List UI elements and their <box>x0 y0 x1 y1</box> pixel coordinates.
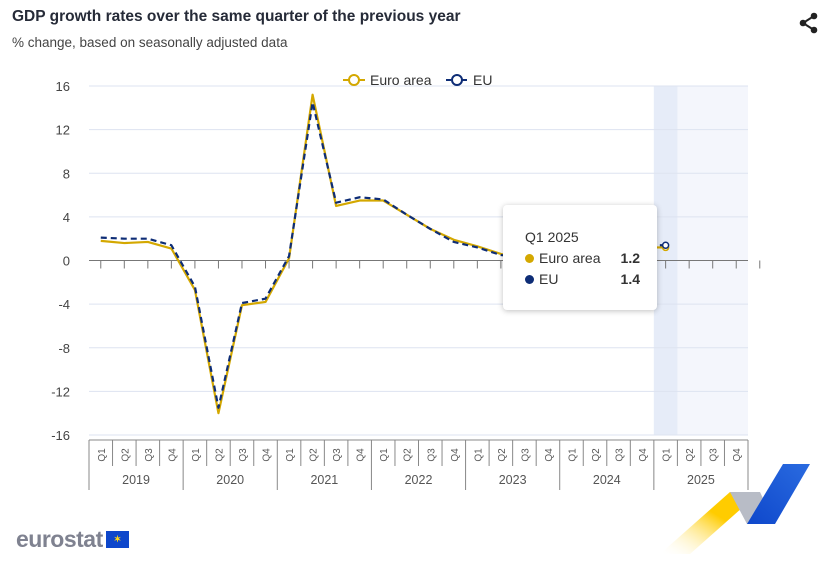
x-tick-quarter: Q4 <box>167 448 178 462</box>
x-tick-quarter: Q3 <box>615 448 626 462</box>
x-tick-quarter: Q3 <box>426 448 437 462</box>
tooltip-row-euro-area: Euro area 1.2 <box>525 250 640 266</box>
x-tick-quarter: Q4 <box>450 448 461 462</box>
x-tick-quarter: Q1 <box>191 448 202 462</box>
eu-dot-icon <box>525 274 534 284</box>
x-tick-quarter: Q2 <box>309 448 320 462</box>
x-tick-year: 2019 <box>122 473 150 487</box>
tooltip-label: EU <box>539 271 559 287</box>
chart-subtitle: % change, based on seasonally adjusted d… <box>12 35 288 50</box>
x-tick-quarter: Q2 <box>685 448 696 462</box>
tooltip: Q1 2025 Euro area 1.2 EU 1.4 <box>503 205 657 310</box>
y-tick-label: -12 <box>51 384 70 399</box>
x-tick-quarter: Q1 <box>662 448 673 462</box>
y-tick-label: 8 <box>63 166 70 181</box>
y-tick-label: 0 <box>63 254 70 269</box>
data-point-marker <box>661 241 670 249</box>
legend-label: EU <box>473 72 492 88</box>
y-tick-label: 16 <box>56 79 70 94</box>
decorative-ribbon-icon <box>660 464 810 554</box>
x-tick-quarter: Q3 <box>332 448 343 462</box>
x-tick-quarter: Q2 <box>591 448 602 462</box>
tooltip-label: Euro area <box>539 250 601 266</box>
x-tick-quarter: Q4 <box>356 448 367 462</box>
x-tick-quarter: Q1 <box>97 448 108 462</box>
legend-marker-icon <box>451 74 463 86</box>
x-tick-quarter: Q4 <box>262 448 273 462</box>
tooltip-row-eu: EU 1.4 <box>525 271 640 287</box>
x-tick-quarter: Q1 <box>567 448 578 462</box>
y-tick-label: 4 <box>63 210 70 225</box>
tooltip-value: 1.2 <box>620 250 640 266</box>
x-tick-quarter: Q4 <box>732 448 743 462</box>
share-icon[interactable] <box>798 12 820 39</box>
x-tick-quarter: Q2 <box>403 448 414 462</box>
x-tick-year: 2022 <box>405 473 433 487</box>
y-tick-label: -8 <box>58 341 70 356</box>
x-tick-quarter: Q3 <box>709 448 720 462</box>
x-tick-quarter: Q2 <box>497 448 508 462</box>
eurostat-logo[interactable]: eurostat ✶ <box>16 526 129 553</box>
eu-flag-icon: ✶ <box>105 531 129 548</box>
x-tick-year: 2025 <box>687 473 715 487</box>
chart-title: GDP growth rates over the same quarter o… <box>12 8 461 25</box>
x-tick-quarter: Q1 <box>473 448 484 462</box>
x-tick-quarter: Q2 <box>214 448 225 462</box>
x-tick-year: 2021 <box>310 473 338 487</box>
x-tick-quarter: Q3 <box>520 448 531 462</box>
x-tick-quarter: Q4 <box>638 448 649 462</box>
x-tick-quarter: Q3 <box>144 448 155 462</box>
x-tick-year: 2023 <box>499 473 527 487</box>
tooltip-value: 1.4 <box>620 271 640 287</box>
x-tick-quarter: Q2 <box>120 448 131 462</box>
x-tick-quarter: Q1 <box>379 448 390 462</box>
x-tick-quarter: Q3 <box>238 448 249 462</box>
x-tick-quarter: Q1 <box>285 448 296 462</box>
x-tick-year: 2024 <box>593 473 621 487</box>
logo-text: eurostat <box>16 526 103 552</box>
y-tick-label: -16 <box>51 428 70 443</box>
tooltip-title: Q1 2025 <box>525 229 579 245</box>
y-tick-label: 12 <box>56 123 70 138</box>
legend-label: Euro area <box>370 72 432 88</box>
y-tick-label: -4 <box>58 297 70 312</box>
x-tick-year: 2020 <box>216 473 244 487</box>
euro-area-dot-icon <box>525 253 534 263</box>
x-tick-quarter: Q4 <box>544 448 555 462</box>
legend-marker-icon <box>348 74 360 86</box>
